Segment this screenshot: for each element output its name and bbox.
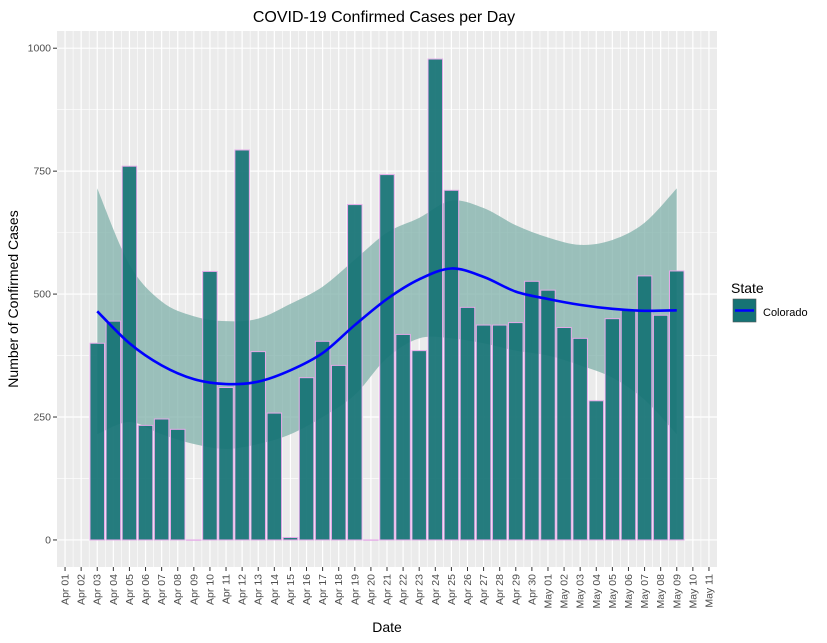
bar xyxy=(459,306,476,541)
x-tick-label: Apr 15 xyxy=(285,574,297,605)
y-tick-label: 500 xyxy=(33,289,51,301)
legend-label: Colorado xyxy=(763,307,808,319)
bar xyxy=(508,322,524,541)
x-tick-label: Apr 08 xyxy=(172,574,184,605)
bar xyxy=(234,149,250,541)
x-tick-label: Apr 12 xyxy=(237,574,249,605)
x-tick-label: Apr 11 xyxy=(221,574,233,604)
bar xyxy=(572,337,588,541)
x-tick-label: Apr 17 xyxy=(317,574,329,605)
bar xyxy=(137,424,154,541)
x-tick-label: Apr 04 xyxy=(108,574,120,605)
smooth-fit-line xyxy=(96,267,677,386)
bar xyxy=(347,204,363,541)
bar xyxy=(218,387,234,541)
bar xyxy=(89,342,105,541)
x-tick-label: May 08 xyxy=(655,574,667,609)
y-tick-label: 0 xyxy=(45,534,51,546)
x-tick-label: May 01 xyxy=(542,574,554,609)
bar xyxy=(153,418,170,541)
x-tick-label: May 11 xyxy=(703,574,715,608)
bar xyxy=(652,314,669,541)
x-tick-label: Apr 13 xyxy=(253,574,265,605)
y-tick-label: 750 xyxy=(33,166,51,178)
bar xyxy=(395,333,411,541)
x-tick-label: Apr 21 xyxy=(382,574,394,605)
bar xyxy=(250,351,266,541)
x-tick-label: Apr 05 xyxy=(124,574,136,605)
x-tick-label: Apr 07 xyxy=(156,574,168,605)
y-tick-label: 1000 xyxy=(28,43,52,55)
bar xyxy=(314,340,331,541)
bar xyxy=(540,289,556,541)
y-axis-title: Number of Confirmed Cases xyxy=(5,210,21,387)
bar xyxy=(604,318,621,541)
bar xyxy=(266,412,283,541)
x-tick-label: May 06 xyxy=(623,574,635,609)
x-tick-label: May 04 xyxy=(591,574,603,609)
legend-key xyxy=(732,298,757,323)
bar xyxy=(282,537,299,541)
bar xyxy=(669,270,685,541)
bar xyxy=(411,350,427,541)
bar xyxy=(105,320,122,541)
x-tick-label: May 05 xyxy=(607,574,619,609)
smooth-line xyxy=(96,267,677,386)
x-tick-label: Apr 19 xyxy=(349,574,361,605)
x-tick-label: Apr 27 xyxy=(478,574,490,605)
bar xyxy=(588,400,605,541)
x-tick-label: Apr 25 xyxy=(446,574,458,605)
bar xyxy=(491,324,508,541)
x-tick-label: Apr 01 xyxy=(60,574,72,605)
x-tick-label: Apr 22 xyxy=(398,574,410,605)
x-tick-label: May 09 xyxy=(671,574,683,609)
x-tick-label: Apr 28 xyxy=(494,574,506,605)
x-tick-label: May 07 xyxy=(639,574,651,609)
x-tick-label: Apr 26 xyxy=(462,574,474,605)
x-tick-label: Apr 24 xyxy=(430,574,442,605)
bar xyxy=(443,189,460,541)
x-tick-label: May 02 xyxy=(559,574,571,609)
x-tick-label: Apr 03 xyxy=(92,574,104,605)
bar xyxy=(330,364,347,541)
x-tick-label: Apr 23 xyxy=(414,574,426,605)
bar xyxy=(524,280,540,541)
legend-title: State xyxy=(731,280,764,296)
bar xyxy=(556,327,572,541)
bar xyxy=(121,165,138,541)
x-tick-label: Apr 30 xyxy=(526,574,538,605)
x-tick-label: Apr 29 xyxy=(510,574,522,605)
y-tick-label: 250 xyxy=(33,412,51,424)
x-tick-label: Apr 06 xyxy=(140,574,152,605)
x-tick-label: Apr 10 xyxy=(204,574,216,605)
x-tick-label: Apr 16 xyxy=(301,574,313,605)
chart-title: COVID-19 Confirmed Cases per Day xyxy=(253,9,515,26)
bar xyxy=(379,174,395,541)
bar xyxy=(475,324,492,541)
bar xyxy=(636,275,653,541)
bars xyxy=(89,58,685,541)
bar xyxy=(620,309,637,541)
x-tick-label: May 03 xyxy=(575,574,587,609)
x-tick-label: Apr 20 xyxy=(365,574,377,605)
x-axis-title: Date xyxy=(372,619,402,635)
bar xyxy=(427,58,444,541)
bar xyxy=(169,428,186,541)
bar xyxy=(202,270,218,541)
x-tick-label: Apr 18 xyxy=(333,574,345,605)
x-tick-label: Apr 02 xyxy=(76,574,88,605)
x-tick-label: Apr 14 xyxy=(269,574,281,605)
legend: State Colorado xyxy=(731,280,808,323)
bar xyxy=(298,377,315,541)
x-axis: Apr 01 Apr 02 Apr 03 Apr 04 Apr 05 Apr 06 Apr … xyxy=(60,567,715,609)
y-axis: 0 250 500 750 1000 xyxy=(28,43,57,546)
x-tick-label: Apr 09 xyxy=(188,574,200,605)
x-tick-label: May 10 xyxy=(687,574,699,609)
